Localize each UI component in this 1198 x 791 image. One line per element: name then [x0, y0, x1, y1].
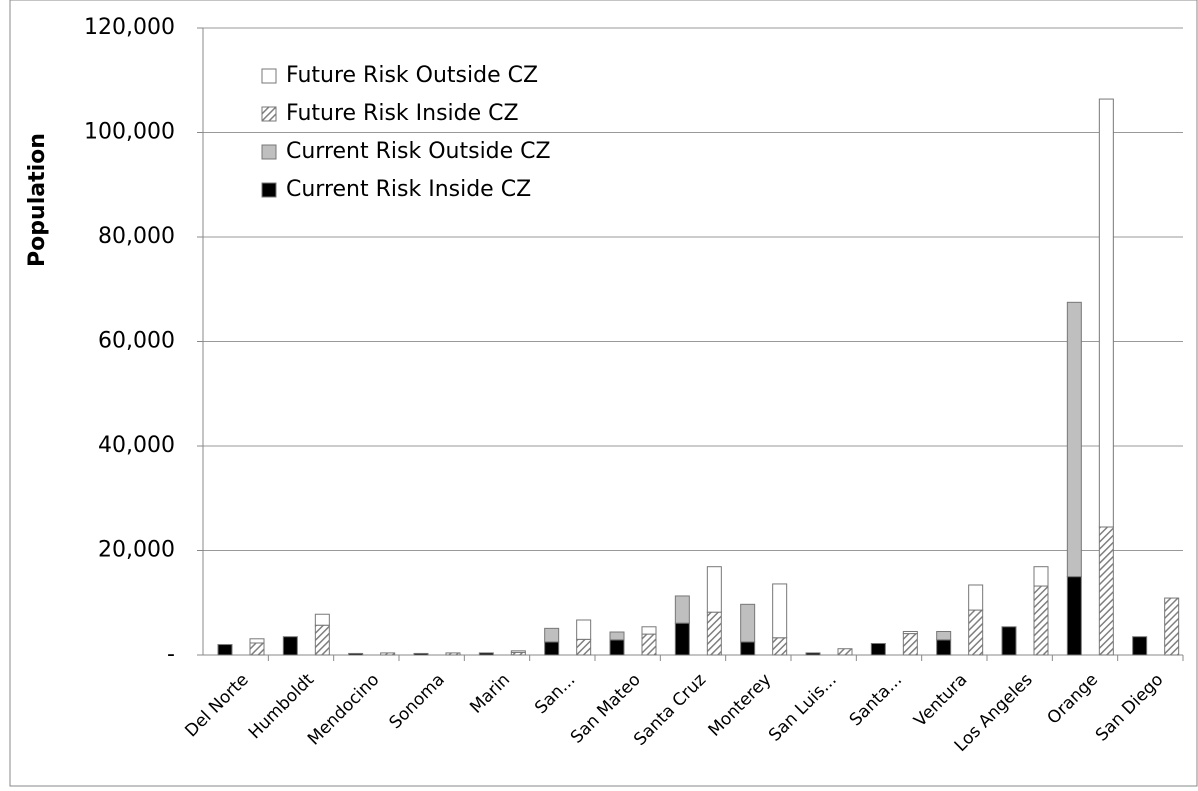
bar-segment	[445, 652, 461, 656]
bar-segment	[1098, 526, 1114, 656]
bar-segment	[706, 611, 722, 656]
bar-segment	[870, 643, 886, 656]
bar-segment	[706, 566, 722, 613]
y-tick-label: 120,000	[84, 15, 175, 40]
bar-segment	[609, 631, 625, 641]
frame	[9, 0, 1198, 787]
x-tick-label: Monterey	[705, 670, 776, 741]
legend-swatch	[261, 68, 277, 84]
legend-swatch	[261, 182, 277, 198]
bar-segment	[282, 636, 298, 656]
bar-segment	[314, 624, 330, 656]
bar-segment	[576, 619, 592, 640]
bar-segment	[740, 641, 756, 656]
bar-segment	[1132, 636, 1148, 656]
x-tick-label: San Luis...	[765, 670, 841, 746]
bar-segment	[314, 613, 330, 626]
bar-segment	[968, 584, 984, 611]
y-tick-label: 100,000	[84, 120, 175, 145]
legend-label: Future Risk Outside CZ	[286, 63, 538, 88]
bar-segment	[478, 652, 494, 656]
bar-segment	[413, 652, 429, 656]
y-axis-label: Population	[25, 133, 50, 267]
bar-segment	[544, 641, 560, 656]
bar-segment	[249, 638, 265, 644]
bar-segment	[674, 595, 690, 624]
bar-segment	[968, 609, 984, 656]
bar-segment	[249, 642, 265, 656]
x-tick-label: San Diego	[1092, 670, 1168, 746]
x-tick-label: Orange	[1044, 670, 1103, 729]
bar-segment	[576, 638, 592, 656]
bar-segment	[510, 650, 526, 653]
bar-segment	[544, 627, 560, 643]
legend-swatch	[261, 106, 277, 122]
bar-segment	[772, 637, 788, 656]
y-tick-label: 40,000	[98, 433, 175, 458]
bar-segment	[380, 652, 396, 656]
legend-swatch	[261, 144, 277, 160]
bar-segment	[1066, 301, 1082, 578]
x-tick-label: Santa...	[846, 670, 906, 730]
y-tick-label: 60,000	[98, 329, 175, 354]
bar-segment	[1164, 597, 1180, 656]
bar-segment	[740, 603, 756, 643]
bar-segment	[1033, 566, 1049, 587]
bar-segment	[902, 630, 918, 635]
bar-segment	[772, 583, 788, 639]
bar-segment	[902, 633, 918, 656]
bar-segment	[1098, 98, 1114, 528]
bar-segment	[837, 648, 853, 656]
x-tick-label: Mendocino	[304, 670, 383, 749]
y-tick-label: -	[167, 642, 175, 667]
legend-label: Future Risk Inside CZ	[286, 101, 519, 126]
y-tick-label: 20,000	[98, 538, 175, 563]
x-tick-label: Sonoma	[386, 670, 449, 733]
bar-segment	[805, 652, 821, 656]
bar-segment	[641, 633, 657, 656]
bar-segment	[936, 639, 952, 656]
bar-segment	[1033, 585, 1049, 656]
bar-segment	[348, 652, 364, 656]
bar-segment	[1066, 576, 1082, 656]
x-tick-label: Del Norte	[181, 670, 252, 741]
legend-label: Current Risk Outside CZ	[286, 139, 551, 164]
bar-segment	[674, 622, 690, 656]
x-tick-label: Marin	[466, 670, 514, 718]
x-tick-label: San...	[531, 670, 579, 718]
bar-segment	[217, 644, 233, 656]
bar-segment	[609, 639, 625, 656]
bar-segment	[936, 630, 952, 641]
bar-segment	[1001, 626, 1017, 656]
x-tick-label: Ventura	[910, 670, 971, 731]
y-tick-label: 80,000	[98, 224, 175, 249]
legend-label: Current Risk Inside CZ	[286, 177, 531, 202]
bar-segment	[641, 626, 657, 635]
